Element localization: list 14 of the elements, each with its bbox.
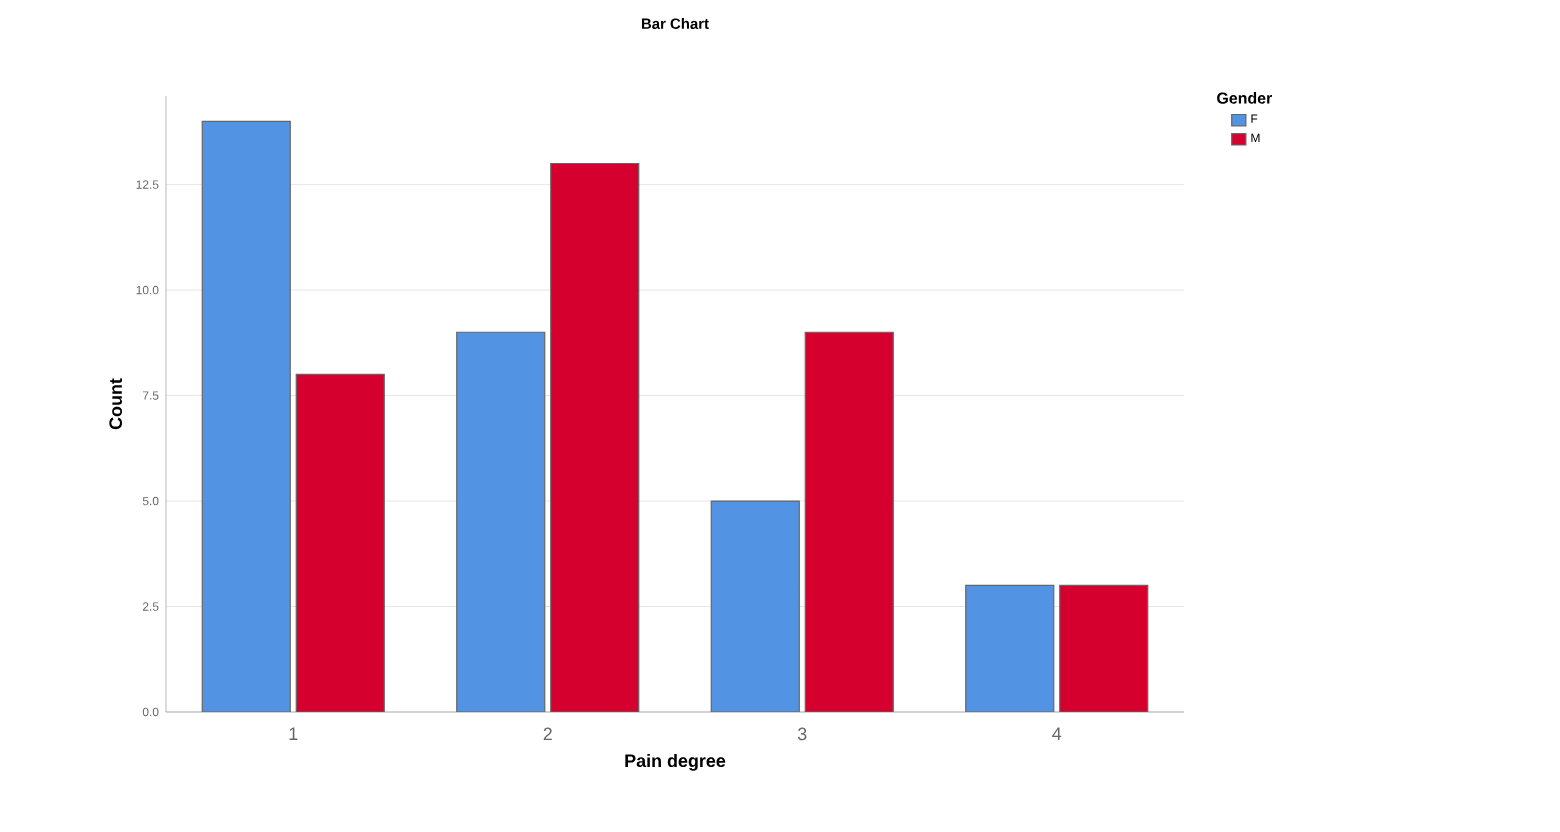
x-tick-label: 2	[543, 727, 552, 741]
bar	[456, 331, 546, 712]
bar	[804, 331, 894, 712]
bar	[201, 120, 291, 712]
x-tick-label: 3	[797, 727, 807, 741]
x-tick-label: 1	[289, 727, 298, 740]
bar	[710, 500, 800, 712]
bar	[295, 373, 385, 712]
x-tick-label: 4	[1052, 727, 1062, 740]
y-axis-title: Count	[109, 378, 123, 430]
bar	[550, 162, 640, 712]
bar	[965, 584, 1055, 712]
bar	[1059, 584, 1149, 712]
x-axis-title: Pain degree	[625, 753, 726, 771]
